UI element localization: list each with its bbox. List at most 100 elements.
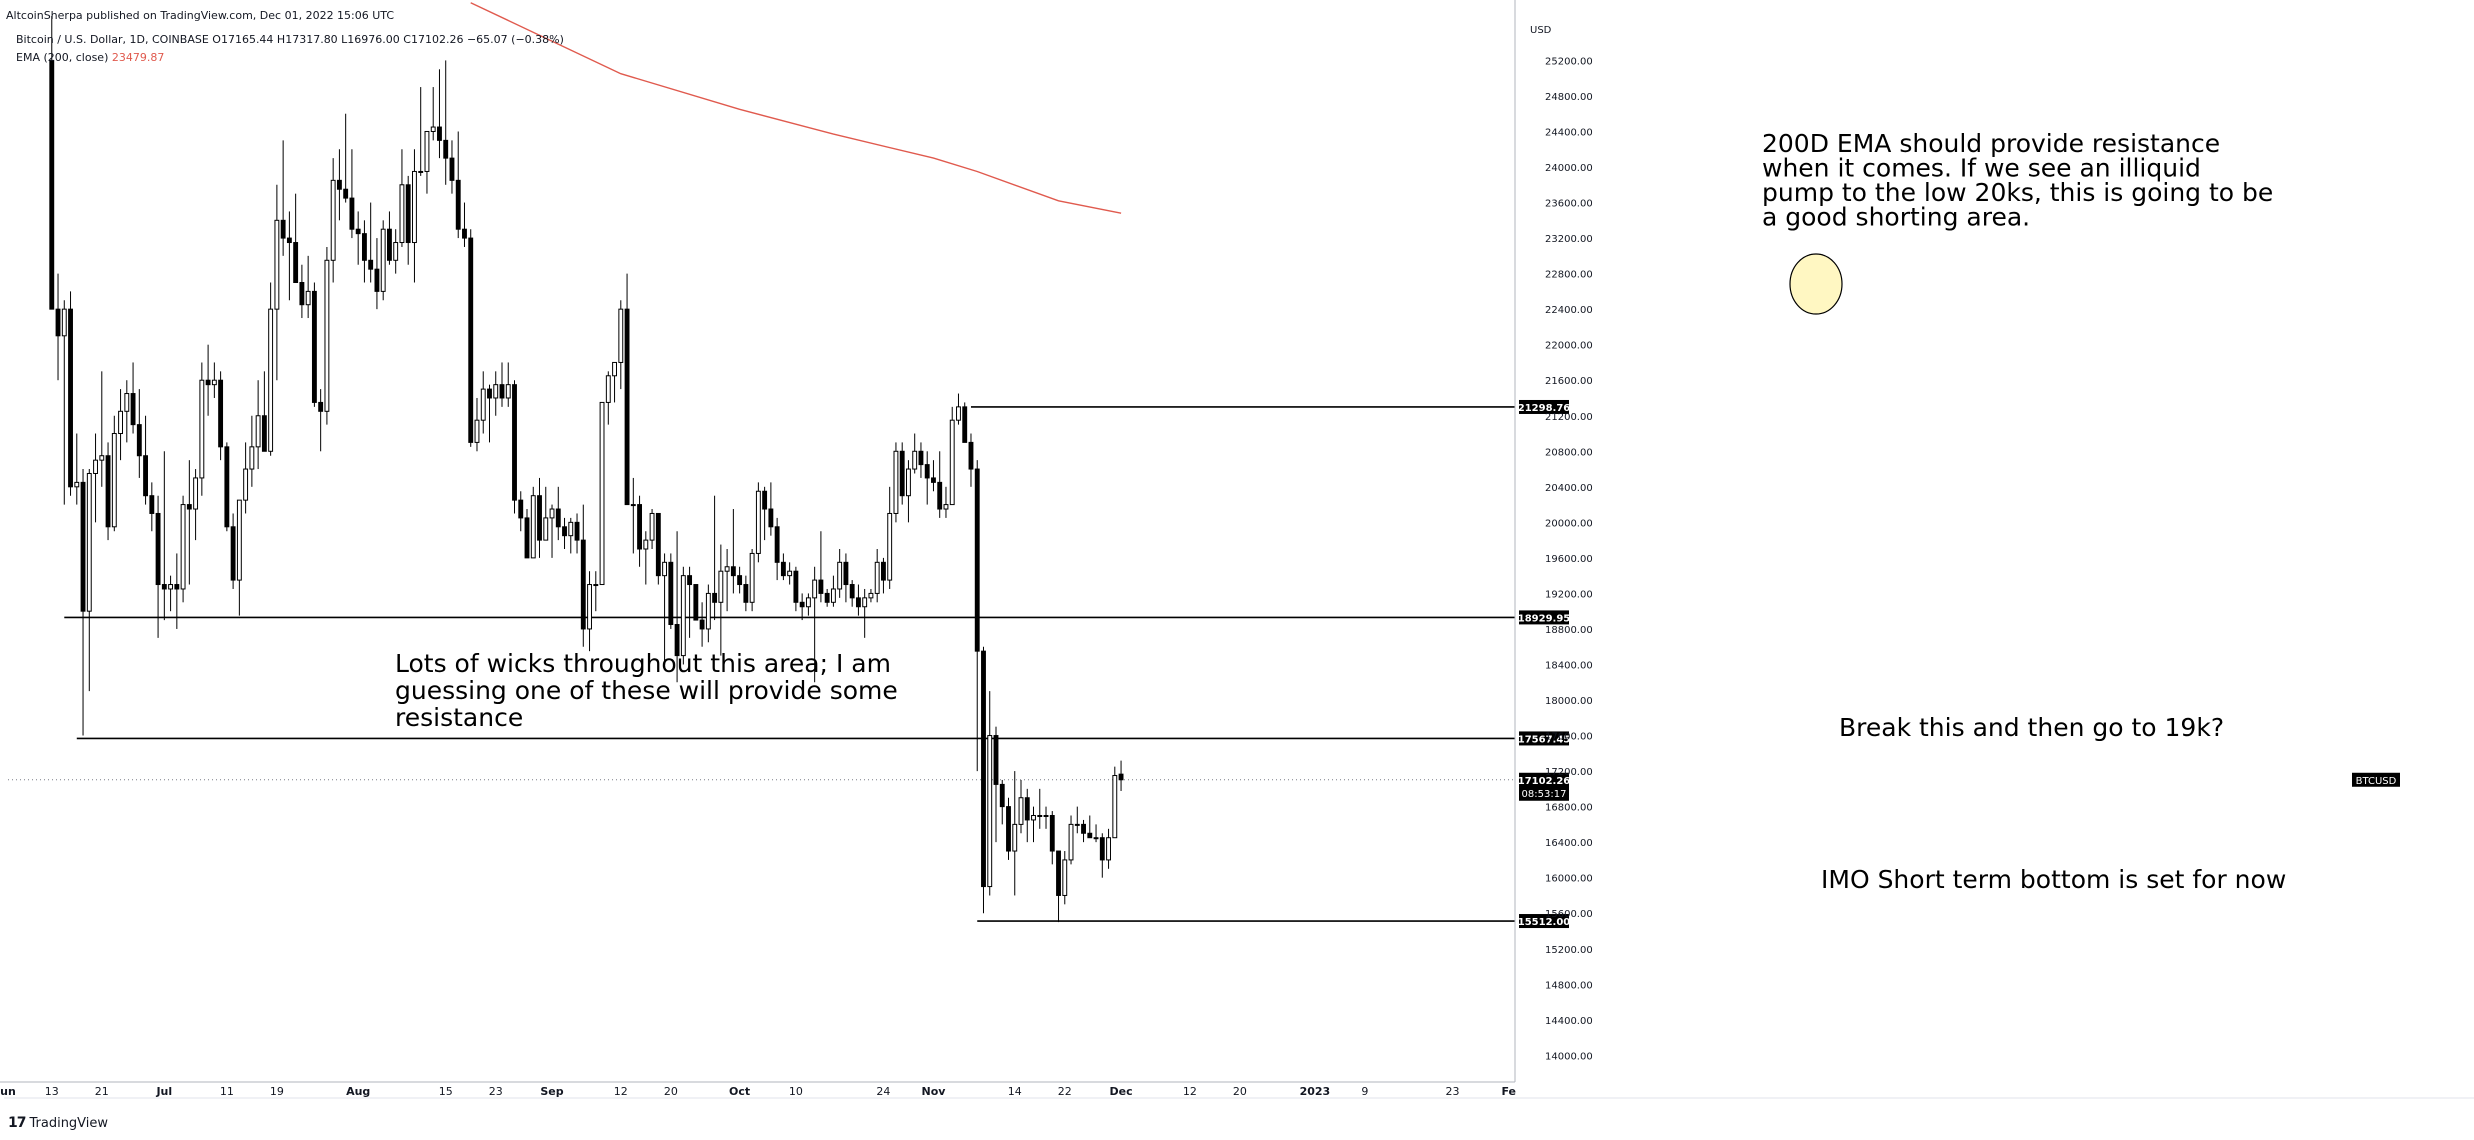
candle-body-down [155, 512, 161, 586]
candle-body-down [387, 228, 392, 261]
candles [49, 16, 1124, 923]
candle-body-down [293, 242, 299, 283]
y-tick-label: 14800.00 [1545, 980, 1593, 991]
x-tick-label: Nov [921, 1085, 946, 1098]
y-tick-label: 16400.00 [1545, 838, 1593, 849]
y-tick-label: 25200.00 [1545, 56, 1593, 67]
x-tick-label: 24 [876, 1085, 890, 1098]
candle-body-up [599, 401, 605, 586]
price-levels: 21298.76 18929.95 17567.45 15512.00 BTCUSD 17… [8, 399, 2400, 929]
candle-body-up [618, 308, 624, 363]
x-tick-label: 12 [1183, 1085, 1197, 1098]
level-price-label: 18929.95 [1518, 613, 1571, 624]
candle-body-down [1024, 797, 1030, 821]
candle-body-down [843, 561, 849, 586]
symbol-tag-label: BTCUSD [2356, 776, 2397, 787]
candle-body-down [355, 228, 361, 235]
candle-body-up [755, 490, 761, 554]
candle-body-up [1074, 823, 1080, 826]
x-tick-label: Dec [1109, 1085, 1132, 1098]
candle-body-up [630, 504, 636, 507]
countdown-label: 08:53:17 [1522, 789, 1567, 800]
candle-body-down [968, 441, 974, 470]
x-tick-label: 15 [439, 1085, 453, 1098]
candle-body-down [699, 619, 705, 630]
x-tick-label: 20 [664, 1085, 678, 1098]
candle-body-down [468, 237, 474, 443]
candle-body-up [874, 561, 880, 594]
candle-body-up [424, 130, 430, 172]
candle-body-up [1093, 837, 1099, 840]
candle-body-down [624, 308, 630, 506]
candle-body-up [99, 455, 105, 461]
y-tick-label: 22400.00 [1545, 305, 1593, 316]
annotation-ema-text: when it comes. If we see an illiquid [1762, 154, 2201, 183]
candle-body-down [937, 481, 943, 510]
x-tick-label: 21 [95, 1085, 109, 1098]
candle-body-up [812, 579, 818, 599]
x-tick-label: 20 [1233, 1085, 1247, 1098]
candle-body-down [455, 179, 461, 230]
candle-body-down [343, 188, 349, 199]
candle-body-up [662, 561, 668, 577]
candle-body-up [268, 308, 274, 452]
candle-body-down [974, 468, 980, 652]
candle-body-down [537, 495, 542, 541]
candle-body-up [1037, 815, 1043, 817]
y-tick-label: 15200.00 [1545, 945, 1593, 956]
candle-body-down [693, 584, 699, 621]
candle-body-down [280, 219, 286, 239]
candle-body-up [1043, 815, 1049, 817]
y-tick-label: 18000.00 [1545, 696, 1593, 707]
candle-body-down [136, 424, 142, 457]
candle-body-down [174, 584, 180, 590]
candle-body-down [80, 481, 86, 612]
candle-body-down [311, 290, 317, 403]
candle-body-down [899, 450, 905, 497]
candle-body-down [793, 570, 799, 603]
tradingview-footer[interactable]: 17 TradingView [8, 1115, 108, 1131]
candle-body-down [674, 624, 680, 657]
candle-body-down [574, 521, 580, 541]
level-price-tag [1519, 399, 1569, 414]
candle-body-up [587, 584, 592, 630]
candle-body-down [443, 139, 449, 159]
ema-target-ellipse [1789, 253, 1843, 315]
level-price-tag [1519, 731, 1569, 746]
candle-body-down [1081, 823, 1086, 834]
candle-body-down [580, 539, 586, 630]
candle-body-down [924, 464, 930, 479]
y-tick-label: 16000.00 [1545, 874, 1593, 885]
candle-body-up [643, 539, 649, 550]
candle-body-up [612, 361, 617, 377]
candle-body-up [805, 597, 811, 608]
x-tick-label: 2023 [1300, 1085, 1331, 1098]
candle-body-down [780, 561, 786, 577]
candle-body-up [493, 384, 499, 399]
candle-body-down [261, 415, 267, 452]
ema-legend[interactable]: EMA (200, close) 23479.87 [16, 51, 164, 64]
candle-body-up [593, 584, 599, 587]
candle-body-up [705, 592, 711, 630]
candle-body-down [336, 179, 342, 190]
x-tick-label: un [0, 1085, 16, 1098]
annotation-wicks-text: Lots of wicks throughout this area; I am [395, 649, 891, 678]
candle-body-down [318, 401, 324, 412]
candle-body-down [737, 575, 743, 586]
candle-body-up [412, 170, 417, 244]
candle-body-down [437, 126, 442, 141]
y-tick-label: 23200.00 [1545, 234, 1593, 245]
candle-body-down [368, 259, 374, 270]
candle-body-down [1118, 773, 1124, 781]
candle-body-up [393, 242, 399, 261]
candle-body-down [562, 526, 567, 537]
candle-body-up [949, 419, 955, 506]
candle-body-down [1006, 806, 1011, 852]
candle-body-down [1087, 832, 1093, 839]
y-tick-label: 21600.00 [1545, 376, 1593, 387]
ema-200-polyline [470, 2, 1122, 214]
x-tick-label: 9 [1361, 1085, 1368, 1098]
y-tick-label: 21200.00 [1545, 412, 1593, 423]
candle-body-up [61, 308, 67, 337]
